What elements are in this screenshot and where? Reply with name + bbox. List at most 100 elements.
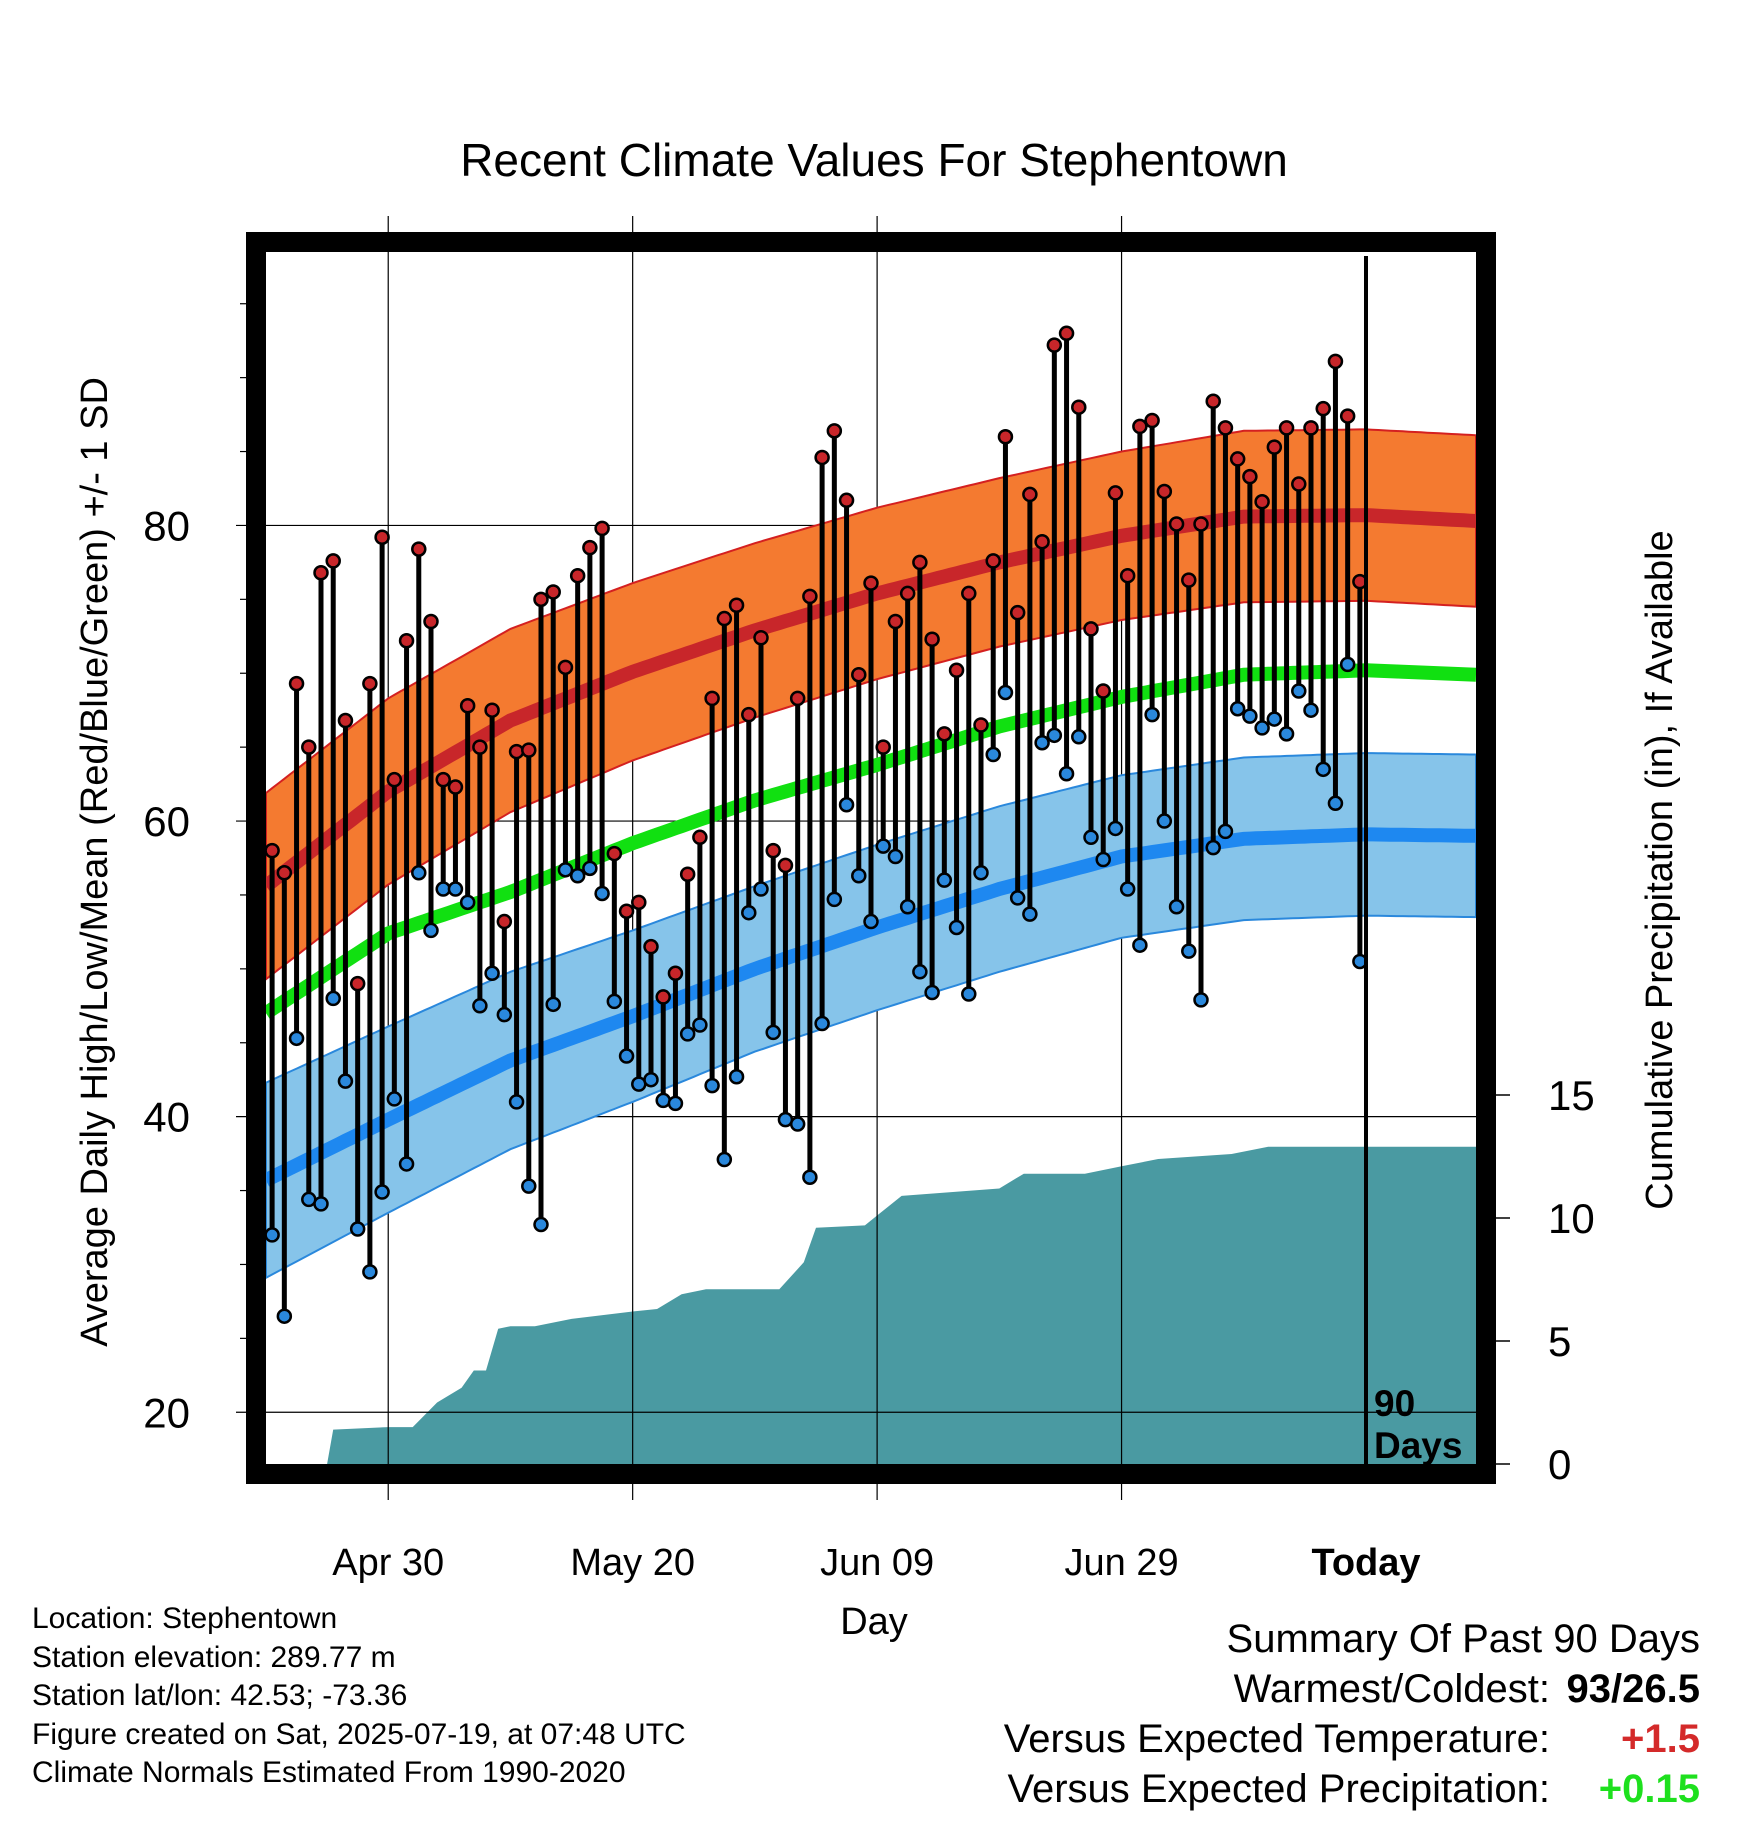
x-tick-label: May 20 (570, 1542, 695, 1584)
low-point (374, 1184, 390, 1200)
high-point (1339, 408, 1356, 424)
low-point (349, 1221, 366, 1237)
high-point (716, 610, 733, 627)
low-point (276, 1308, 293, 1324)
low-point (643, 1071, 659, 1088)
high-point (1217, 420, 1234, 436)
low-point (1339, 656, 1356, 673)
low-point (1229, 700, 1246, 717)
warmest-value: 93/26.5 (1566, 1667, 1700, 1711)
high-point (374, 529, 390, 546)
low-point (1083, 829, 1099, 846)
low-point (313, 1196, 329, 1212)
low-point (899, 899, 916, 915)
low-point (569, 867, 586, 884)
high-point (435, 771, 451, 788)
low-point (655, 1092, 671, 1109)
high-point (1254, 494, 1270, 510)
low-point (1278, 726, 1295, 742)
low-point (961, 986, 977, 1002)
high-point (521, 742, 537, 758)
low-point (753, 881, 769, 897)
low-point (973, 865, 989, 881)
high-point (1156, 483, 1173, 500)
high-point (643, 938, 659, 955)
low-point (1291, 683, 1307, 699)
low-point (741, 904, 757, 921)
high-point (1034, 533, 1050, 550)
low-point (459, 894, 476, 911)
low-point (1022, 906, 1038, 922)
high-point (411, 541, 427, 557)
high-point (765, 842, 781, 859)
low-point (606, 993, 623, 1010)
low-point (1156, 813, 1173, 829)
low-point (472, 998, 488, 1014)
precip-anomaly-value: +0.15 (1598, 1767, 1700, 1811)
low-point (557, 862, 574, 878)
low-point (411, 865, 427, 881)
low-point (423, 922, 439, 939)
low-point (484, 965, 500, 982)
low-point (1107, 820, 1124, 837)
high-point (985, 553, 1001, 569)
high-point (777, 857, 794, 874)
high-point (276, 865, 293, 881)
summary-panel: Summary Of Past 90 Days Warmest/Coldest:… (1004, 1614, 1700, 1814)
high-point (1095, 683, 1111, 699)
low-point (1058, 766, 1075, 782)
summary-title: Summary Of Past 90 Days (1226, 1617, 1700, 1661)
precip-anomaly-label: Versus Expected Precipitation: (1007, 1767, 1550, 1811)
low-point (826, 891, 843, 908)
low-point (851, 867, 867, 884)
high-point (728, 597, 745, 614)
y-right-tick-label: 15 (1548, 1072, 1595, 1119)
low-point (789, 1116, 806, 1132)
high-point (1119, 567, 1136, 584)
low-point (1071, 729, 1087, 745)
low-point (1034, 734, 1050, 751)
low-point (618, 1048, 635, 1064)
warmest-label: Warmest/Coldest: (1233, 1667, 1550, 1711)
low-point (545, 996, 561, 1013)
y-axis-right-label: Cumulative Precipitation (in), If Availa… (1639, 530, 1681, 1209)
high-point (631, 894, 647, 911)
high-point (606, 845, 623, 862)
high-point (325, 553, 341, 569)
low-point (398, 1156, 415, 1172)
low-point (936, 872, 953, 888)
low-point (1205, 839, 1221, 856)
low-point (496, 1006, 513, 1023)
x-tick-label: Jun 29 (1065, 1542, 1179, 1584)
high-point (948, 662, 965, 679)
summary-precip-row: Versus Expected Precipitation: +0.15 (1004, 1764, 1700, 1814)
low-point (1119, 881, 1136, 897)
latlon-text: Station lat/lon: 42.53; -73.36 (32, 1679, 408, 1712)
high-point (887, 613, 904, 630)
high-point (1193, 516, 1209, 532)
low-point (386, 1091, 403, 1107)
high-point (264, 842, 280, 859)
low-point (1132, 937, 1148, 953)
high-point (484, 702, 500, 718)
low-point (594, 885, 610, 902)
x-tick-label: Apr 30 (332, 1542, 444, 1584)
low-point (1046, 727, 1063, 744)
high-point (1278, 420, 1295, 436)
high-point (802, 588, 818, 605)
low-point (325, 990, 341, 1007)
low-point (924, 984, 940, 1001)
high-point (863, 575, 879, 591)
high-point (1242, 468, 1258, 485)
low-point (1327, 795, 1344, 812)
low-point (814, 1015, 830, 1032)
high-point (618, 903, 635, 919)
low-mean-line (262, 827, 1477, 1187)
elevation-text: Station elevation: 289.77 m (32, 1640, 396, 1674)
low-point (716, 1151, 733, 1168)
high-point (936, 726, 953, 742)
high-point (1058, 325, 1075, 342)
high-point (423, 613, 439, 630)
